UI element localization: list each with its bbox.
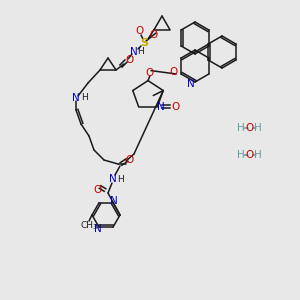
Text: O: O bbox=[246, 123, 254, 133]
Text: O: O bbox=[94, 185, 102, 195]
Text: O: O bbox=[146, 68, 154, 78]
Text: S: S bbox=[140, 38, 148, 48]
Text: O: O bbox=[150, 30, 158, 40]
Text: H: H bbox=[118, 175, 124, 184]
Text: CH: CH bbox=[80, 220, 94, 230]
Text: H: H bbox=[81, 94, 87, 103]
Text: O: O bbox=[169, 67, 177, 77]
Text: O: O bbox=[246, 150, 254, 160]
Text: N: N bbox=[157, 102, 164, 112]
Text: 3: 3 bbox=[93, 224, 97, 230]
Text: O: O bbox=[126, 155, 134, 165]
Text: O: O bbox=[126, 55, 134, 65]
Text: N: N bbox=[187, 79, 195, 89]
Text: H: H bbox=[237, 123, 245, 133]
Text: H: H bbox=[237, 150, 245, 160]
Text: N: N bbox=[72, 93, 80, 103]
Text: O: O bbox=[135, 26, 143, 36]
Text: H: H bbox=[254, 123, 262, 133]
Text: N: N bbox=[130, 47, 138, 57]
Text: N: N bbox=[109, 174, 117, 184]
Text: H: H bbox=[138, 47, 144, 56]
Text: N: N bbox=[94, 224, 102, 234]
Text: O: O bbox=[171, 102, 179, 112]
Text: N: N bbox=[110, 196, 118, 206]
Text: H: H bbox=[254, 150, 262, 160]
